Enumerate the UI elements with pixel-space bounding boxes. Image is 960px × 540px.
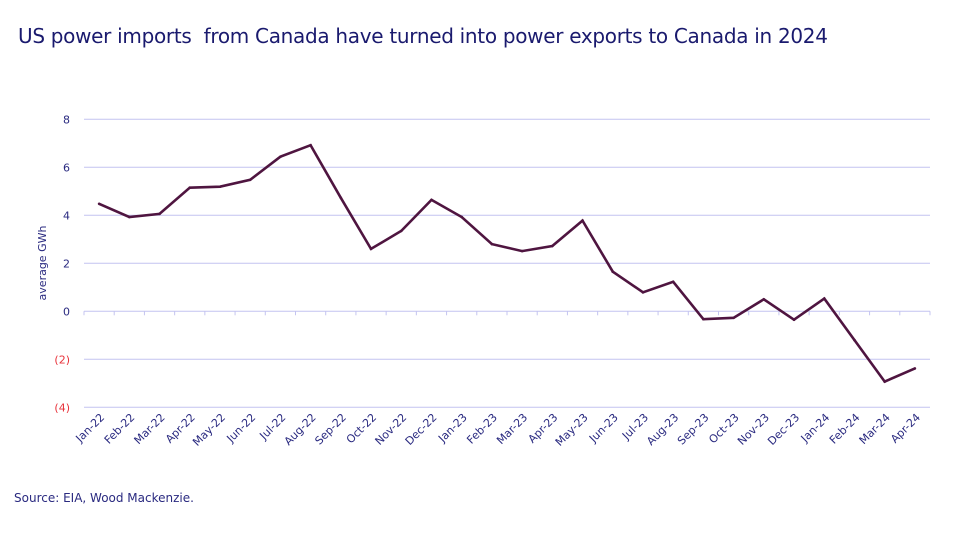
data-point — [279, 155, 282, 159]
series-line — [98, 143, 916, 384]
data-point — [399, 229, 403, 233]
data-point — [853, 338, 856, 342]
data-point — [611, 270, 615, 274]
y-tick-label: 6 — [63, 161, 70, 174]
x-tick-label: Nov-23 — [735, 411, 772, 448]
data-point — [581, 219, 584, 222]
x-tick-label: May-23 — [553, 411, 591, 449]
data-point — [490, 242, 494, 246]
x-tick-label: Nov-22 — [373, 411, 410, 448]
y-tick-label: (4) — [54, 401, 70, 414]
x-tick-label: Jun-23 — [586, 411, 621, 446]
source-note: Source: EIA, Wood Mackenzie. — [14, 491, 194, 505]
x-tick-label: Apr-24 — [888, 411, 923, 446]
data-point — [309, 143, 312, 147]
data-point — [822, 297, 826, 300]
x-tick-label: Mar-24 — [857, 411, 893, 447]
data-point — [97, 202, 101, 206]
data-point — [792, 318, 796, 322]
y-tick-label: 4 — [63, 209, 70, 222]
x-tick-label: Aug-22 — [282, 411, 319, 448]
x-tick-label: Jan-22 — [73, 411, 108, 446]
data-point — [339, 196, 343, 200]
x-tick-label: Jan-23 — [435, 411, 470, 446]
data-point — [671, 280, 675, 284]
y-tick-label: (2) — [54, 353, 70, 366]
x-tick-label: Jun-22 — [224, 411, 259, 446]
y-tick-label: 2 — [63, 257, 70, 270]
data-point — [641, 291, 645, 294]
x-tick-label: Dec-23 — [765, 411, 802, 448]
x-tick-label: Feb-24 — [827, 411, 863, 447]
data-point — [369, 247, 373, 251]
data-point — [702, 317, 705, 321]
x-tick-label: Sep-22 — [312, 411, 349, 448]
x-tick-label: Mar-22 — [132, 411, 168, 447]
y-axis-label: average GWh — [36, 226, 49, 301]
data-point — [520, 249, 524, 253]
data-point — [762, 298, 766, 301]
data-point — [188, 186, 192, 189]
x-tick-label: Jan-24 — [798, 411, 833, 446]
data-point — [430, 198, 433, 202]
data-point — [248, 178, 252, 182]
data-point — [913, 367, 917, 370]
data-point — [158, 212, 161, 216]
data-point — [732, 316, 735, 320]
x-tick-label: Feb-22 — [102, 411, 138, 447]
x-tick-label: Sep-23 — [675, 411, 712, 448]
chart-title: US power imports from Canada have turned… — [18, 24, 828, 48]
data-point — [883, 380, 886, 383]
data-point — [218, 185, 222, 189]
x-tick-label: Feb-23 — [464, 411, 500, 447]
y-tick-label: 8 — [63, 113, 70, 126]
data-point — [551, 244, 554, 248]
y-tick-label: 0 — [63, 305, 70, 318]
data-point — [128, 215, 131, 219]
data-point — [460, 215, 463, 219]
x-tick-label: Mar-23 — [494, 411, 530, 447]
x-tick-label: May-22 — [190, 411, 228, 449]
x-tick-label: Dec-22 — [403, 411, 440, 448]
x-tick-label: Aug-23 — [644, 411, 681, 448]
